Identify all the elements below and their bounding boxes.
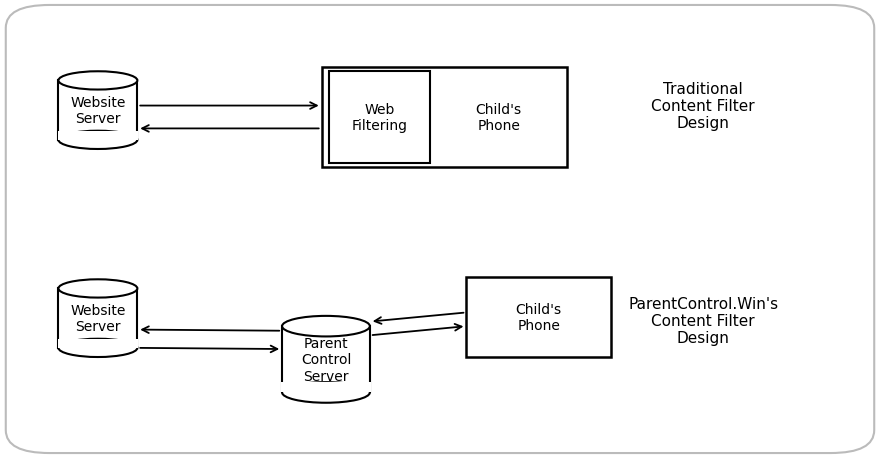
Ellipse shape [282, 316, 370, 337]
Bar [58, 81, 137, 140]
Ellipse shape [58, 280, 137, 298]
Ellipse shape [282, 382, 370, 403]
Bar [329, 72, 430, 163]
Bar [282, 326, 370, 392]
Bar [57, 131, 138, 140]
Text: ParentControl.Win's
Content Filter
Design: ParentControl.Win's Content Filter Desig… [628, 296, 778, 346]
Bar [282, 382, 370, 392]
Text: Website
Server: Website Server [70, 303, 126, 334]
Text: Child's
Phone: Child's Phone [476, 103, 522, 133]
Ellipse shape [58, 339, 137, 357]
Text: Traditional
Content Filter
Design: Traditional Content Filter Design [651, 82, 755, 131]
Ellipse shape [58, 131, 137, 150]
Text: Parent
Control
Server: Parent Control Server [301, 336, 351, 383]
Bar [57, 339, 138, 348]
Text: Web
Filtering: Web Filtering [352, 103, 408, 133]
Text: Child's
Phone: Child's Phone [516, 302, 561, 332]
Bar [58, 289, 137, 348]
Text: Website
Server: Website Server [70, 96, 126, 126]
Bar [321, 67, 568, 168]
Ellipse shape [58, 72, 137, 90]
Bar [466, 277, 611, 357]
